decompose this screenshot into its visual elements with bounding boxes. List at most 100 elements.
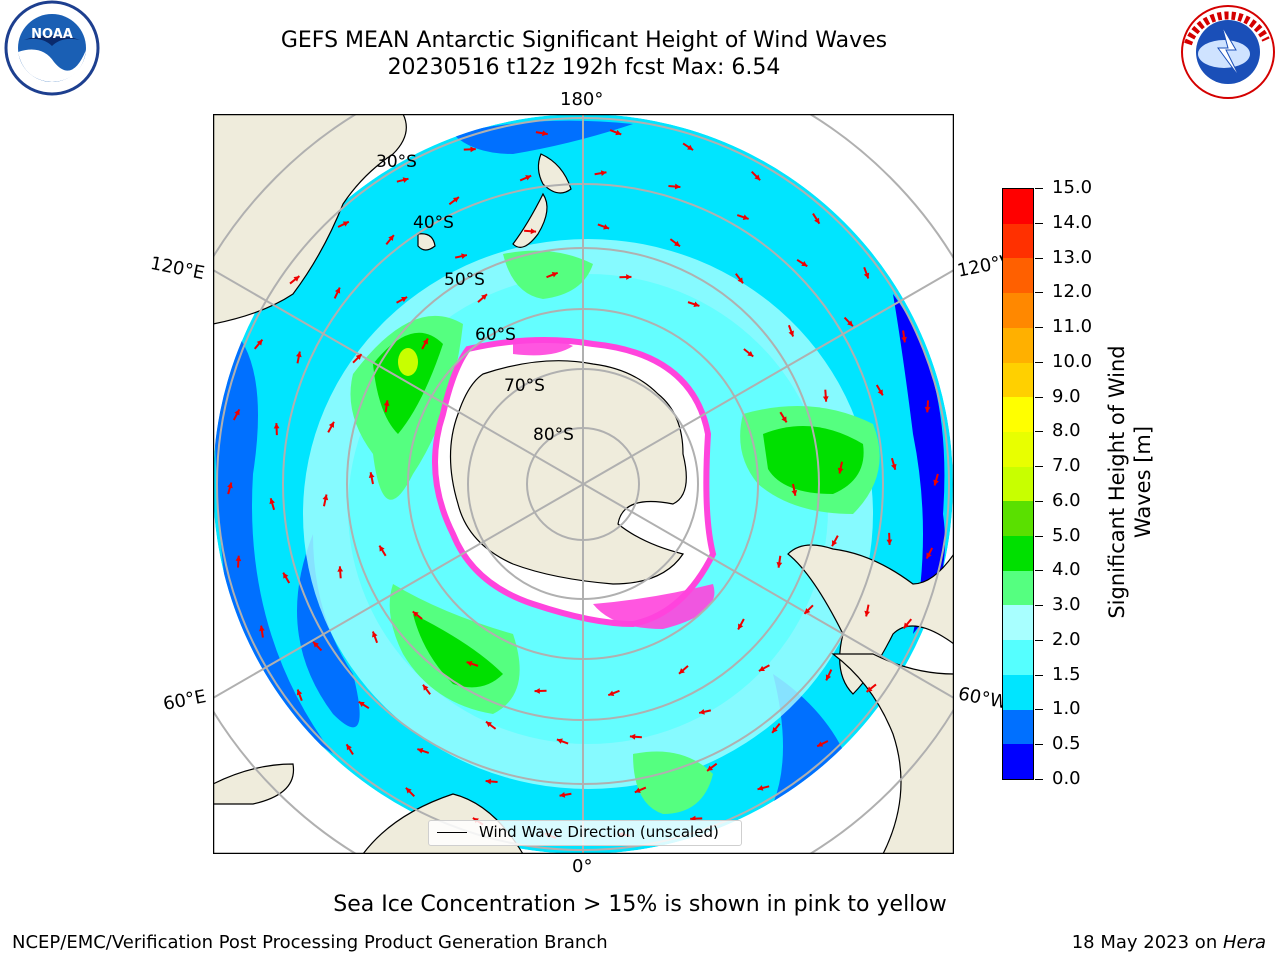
wave-arrow-head bbox=[817, 741, 824, 747]
wave-arrow-head bbox=[886, 539, 893, 545]
colorbar-tick bbox=[1035, 535, 1043, 537]
colorbar-segment bbox=[1003, 639, 1033, 675]
wave-arrow-head bbox=[401, 297, 408, 303]
wave-arrow-head bbox=[747, 350, 754, 357]
wave-arrow-head bbox=[788, 330, 794, 337]
wave-height-field bbox=[213, 114, 953, 854]
wave-arrow-head bbox=[486, 721, 492, 728]
colorbar-tick bbox=[1035, 292, 1043, 294]
wave-arrow-head bbox=[405, 787, 412, 794]
wave-arrow-head bbox=[926, 552, 932, 559]
lat-label-40s: 40°S bbox=[413, 213, 454, 233]
lon-label-120e: 120°E bbox=[148, 252, 207, 285]
wave-arrow-head bbox=[776, 562, 783, 568]
wave-arrow-head bbox=[313, 641, 319, 648]
wave-arrow-head bbox=[903, 622, 910, 629]
wave-arrow-head bbox=[551, 272, 558, 278]
wave-arrow-head bbox=[615, 129, 622, 136]
chart-subtitle: 20230516 t12z 192h fcst Max: 6.54 bbox=[387, 55, 781, 80]
wave-arrow-head bbox=[368, 472, 375, 478]
colorbar-segment bbox=[1003, 535, 1033, 571]
wave-arrow-head bbox=[402, 177, 409, 183]
wave-arrow-head bbox=[295, 351, 302, 358]
wave-arrow-head bbox=[227, 482, 233, 489]
graticule bbox=[213, 114, 954, 854]
legend-line-swatch bbox=[437, 832, 467, 833]
wave-arrow-head bbox=[674, 183, 681, 190]
wave-arrow-head bbox=[337, 566, 344, 572]
wave-arrow-head bbox=[801, 260, 808, 267]
date-text: 18 May 2023 on Hera bbox=[1072, 932, 1266, 953]
colorbar-tick bbox=[1035, 396, 1043, 398]
wave-arrow-head bbox=[355, 354, 362, 360]
wave-arrow-head bbox=[847, 320, 853, 327]
colorbar-tick-label: 9.0 bbox=[1052, 385, 1081, 407]
wave-arrow-head bbox=[556, 738, 563, 744]
lon-label-0: 0° bbox=[572, 856, 593, 877]
colorbar-tick bbox=[1035, 257, 1043, 259]
colorbar-tick-label: 2.0 bbox=[1052, 628, 1081, 650]
wave-arrow-head bbox=[772, 726, 778, 733]
wave-arrow-head bbox=[328, 421, 334, 428]
wave-arrow-head bbox=[235, 555, 242, 562]
colorbar-tick-label: 14.0 bbox=[1052, 211, 1093, 233]
colorbar-tick bbox=[1035, 188, 1043, 189]
lat-label-30s: 30°S bbox=[376, 152, 417, 172]
colorbar-segment bbox=[1003, 674, 1033, 710]
wave-arrow-head bbox=[534, 688, 540, 694]
colorbar-tick-label: 1.5 bbox=[1052, 663, 1081, 685]
wave-arrow-head bbox=[742, 214, 749, 220]
wave-arrow-head bbox=[530, 228, 537, 235]
colorbar-segment bbox=[1003, 188, 1033, 224]
colorbar-tick-label: 1.0 bbox=[1052, 698, 1081, 720]
map-panel bbox=[212, 113, 955, 855]
noaa-logo: NOAA bbox=[2, 0, 102, 100]
colorbar-segment bbox=[1003, 604, 1033, 641]
colorbar-tick bbox=[1035, 744, 1043, 746]
colorbar-segment bbox=[1003, 257, 1033, 294]
legend-label: Wind Wave Direction (unscaled) bbox=[479, 823, 719, 841]
colorbar-tick bbox=[1035, 222, 1043, 224]
colorbar-tick-label: 13.0 bbox=[1052, 246, 1093, 268]
colorbar-segment bbox=[1003, 743, 1033, 779]
wave-arrow-head bbox=[372, 631, 378, 638]
credit-text: NCEP/EMC/Verification Post Processing Pr… bbox=[12, 932, 608, 953]
wave-arrow-head bbox=[804, 608, 811, 614]
wave-arrow-head bbox=[417, 748, 424, 754]
wave-arrow-head bbox=[924, 406, 931, 413]
colorbar-tick-label: 15.0 bbox=[1052, 177, 1093, 198]
wave-arrow-head bbox=[452, 197, 459, 203]
wave-arrow-head bbox=[346, 744, 352, 751]
colorbar-tick-label: 0.5 bbox=[1052, 733, 1081, 755]
lat-label-50s: 50°S bbox=[444, 270, 485, 290]
colorbar-segment bbox=[1003, 396, 1033, 432]
lon-label-60e: 60°E bbox=[161, 686, 208, 715]
nws-logo bbox=[1178, 4, 1278, 100]
wave-arrow-head bbox=[757, 785, 764, 791]
wave-arrow-head bbox=[470, 146, 476, 153]
wave-arrow-head bbox=[877, 389, 883, 396]
sea-ice-note: Sea Ice Concentration > 15% is shown in … bbox=[333, 892, 947, 917]
wave-arrow-head bbox=[791, 490, 798, 496]
wave-arrow-head bbox=[837, 467, 844, 474]
wave-arrow-head bbox=[234, 409, 240, 416]
lon-label-180: 180° bbox=[560, 89, 604, 110]
colorbar-tick bbox=[1035, 466, 1043, 468]
wave-arrow-head bbox=[608, 690, 615, 696]
wave-arrow-head bbox=[864, 610, 871, 617]
colorbar-segment bbox=[1003, 431, 1033, 467]
colorbar-tick-label: 8.0 bbox=[1052, 420, 1081, 442]
colorbar-segment bbox=[1003, 223, 1033, 259]
wave-arrow-head bbox=[738, 623, 744, 630]
colorbar-tick-label: 11.0 bbox=[1052, 316, 1093, 338]
colorbar-segment bbox=[1003, 327, 1033, 363]
wave-arrow-head bbox=[461, 253, 467, 259]
colorbar-tick-label: 5.0 bbox=[1052, 524, 1081, 546]
wave-arrow-head bbox=[412, 611, 419, 618]
colorbar-tick-label: 4.0 bbox=[1052, 559, 1081, 581]
svg-text:NOAA: NOAA bbox=[31, 27, 73, 42]
wave-arrow-head bbox=[542, 130, 548, 137]
wave-arrow-head bbox=[269, 498, 275, 505]
colorbar-tick-label: 7.0 bbox=[1052, 455, 1081, 477]
wave-arrow-head bbox=[283, 572, 289, 579]
